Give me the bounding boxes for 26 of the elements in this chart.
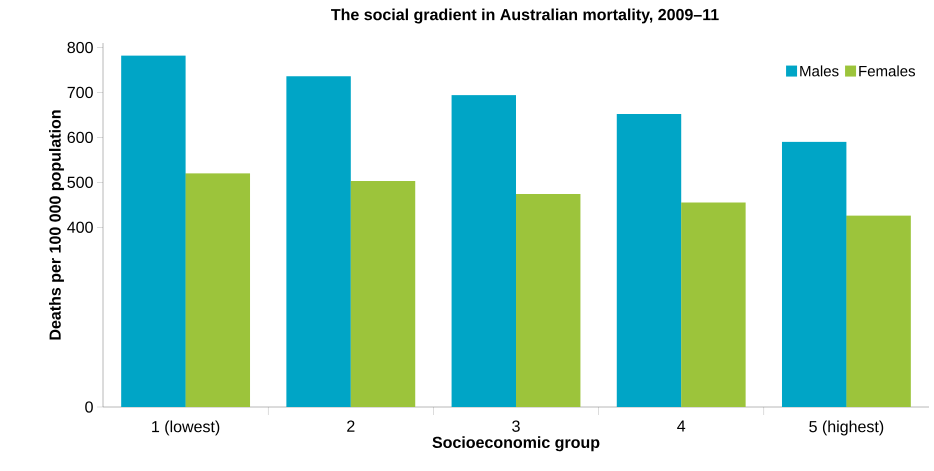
y-axis-title: Deaths per 100 000 population (49, 110, 64, 340)
bar (121, 56, 186, 407)
x-tick-label: 5 (highest) (809, 420, 884, 436)
y-tick-label: 0 (85, 401, 93, 413)
bar (350, 180, 416, 407)
bar (681, 202, 746, 407)
bar (782, 142, 846, 407)
bar (286, 76, 351, 407)
bar (846, 216, 911, 407)
x-tick-label: 4 (677, 420, 686, 432)
x-tick-label: 1 (lowest) (152, 420, 220, 436)
bar (186, 173, 250, 407)
bar (452, 95, 516, 407)
bar (516, 194, 580, 407)
y-tick-label: 800 (67, 42, 93, 54)
legend-label: Males (800, 65, 839, 76)
x-tick-label: 3 (512, 420, 520, 432)
x-axis-title: Socioeconomic group (432, 436, 600, 452)
y-tick-label: 600 (68, 132, 93, 144)
x-tick-label: 2 (347, 420, 354, 432)
bar (616, 114, 682, 407)
y-tick-label: 500 (67, 176, 93, 188)
chart-title: The social gradient in Australian mortality, 2009–11 (331, 8, 719, 24)
legend-label: Females (859, 65, 916, 76)
y-tick-label: 700 (68, 86, 93, 98)
y-tick-label: 400 (67, 222, 93, 233)
